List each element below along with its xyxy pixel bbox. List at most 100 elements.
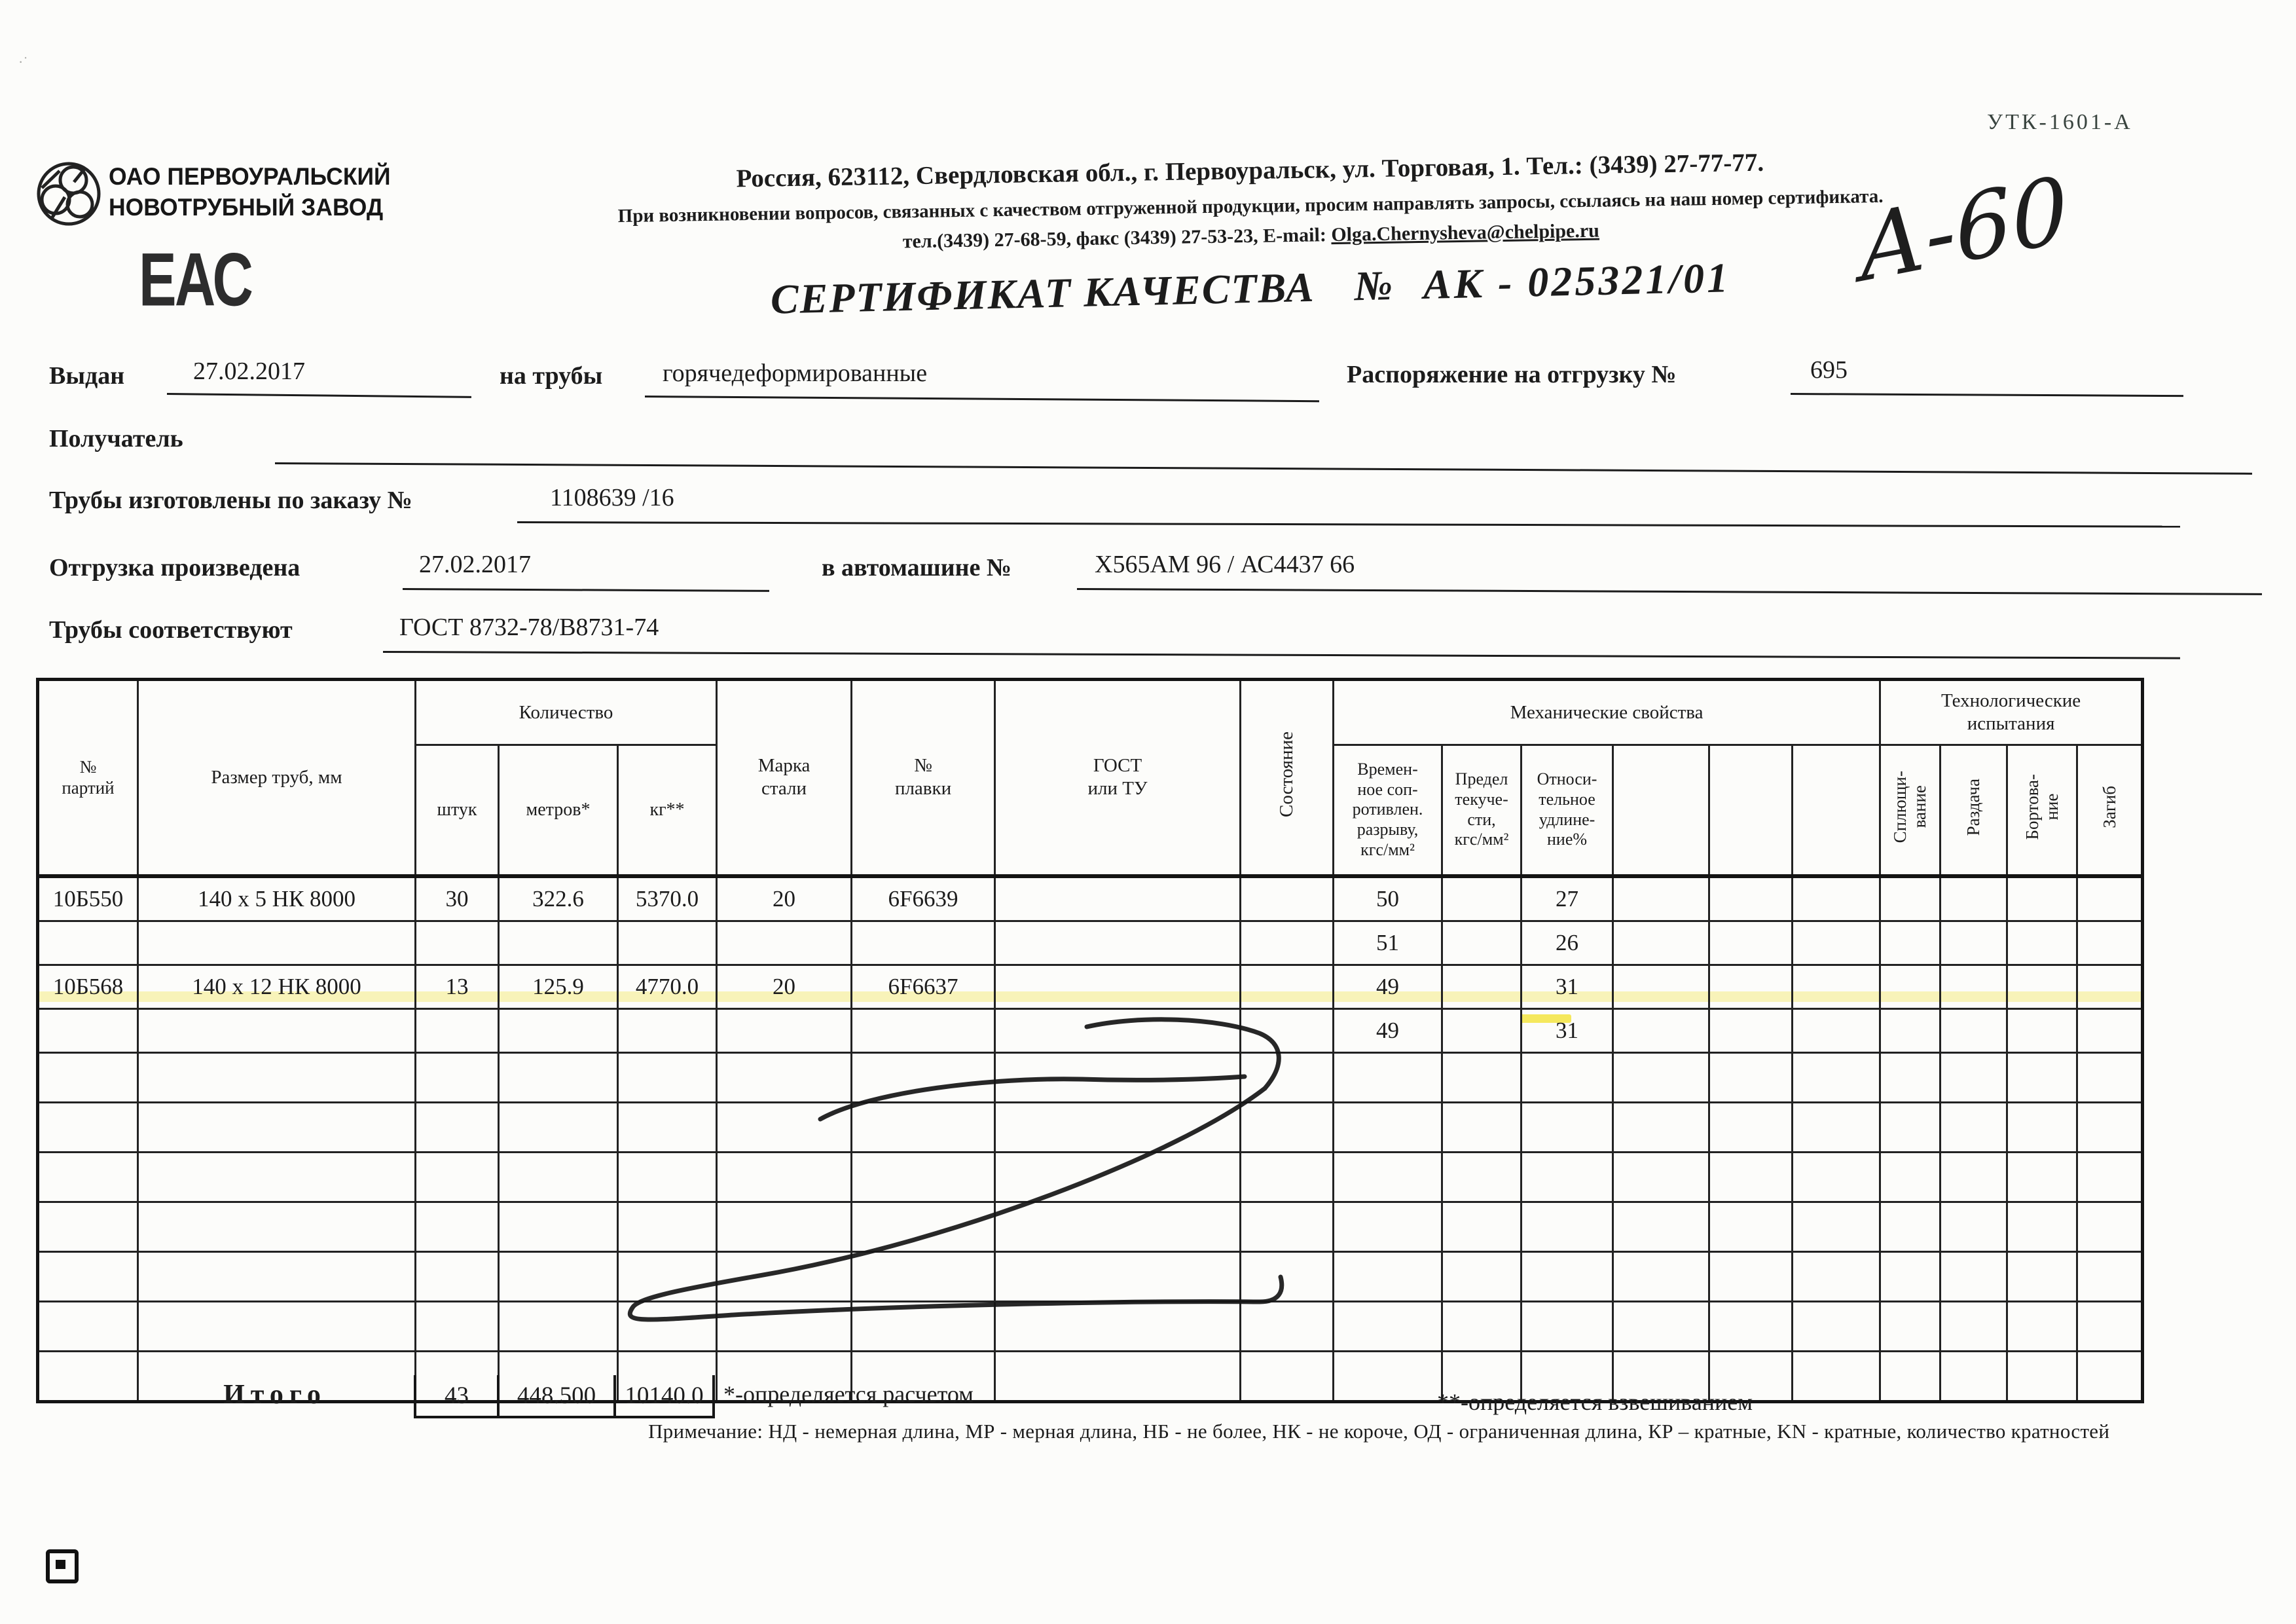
cell-empty: [1791, 963, 1882, 1009]
cell-empty: [2076, 1007, 2144, 1053]
header-steel: Марка стали: [716, 678, 853, 877]
table-row: 51 26: [37, 919, 2144, 965]
underline: [517, 521, 2180, 528]
cell-meters: 125.9: [498, 963, 619, 1009]
cell-empty: [37, 1350, 139, 1402]
cell-empty: [2006, 1350, 2079, 1402]
cell-empty: [414, 1151, 500, 1202]
cell-empty: [37, 1101, 139, 1153]
cell-empty: [1791, 1250, 1882, 1302]
cell-empty: [2006, 1200, 2079, 1252]
cell-gost: [994, 919, 1242, 965]
address-block: Россия, 623112, Свердловская обл., г. Пе…: [458, 143, 2043, 260]
cell-empty: [1879, 1300, 1942, 1352]
cell-empty: [1332, 1101, 1444, 1153]
header-elongation: Относи- тельное удлине- ние%: [1520, 744, 1614, 877]
cell-empty: [2006, 1300, 2079, 1352]
cell-empty: [1612, 1101, 1711, 1153]
email-text: Olga.Chernysheva@chelpipe.ru: [1331, 219, 1600, 246]
cell-empty: [37, 1300, 139, 1352]
cell-empty: [616, 1300, 718, 1352]
cell-empty: [414, 1250, 500, 1302]
header-quantity-group: Количество: [414, 678, 718, 746]
cell-meters: 322.6: [498, 874, 619, 921]
cell-empty: [2076, 1350, 2144, 1402]
made-to-order-label: Трубы изготовлены по заказу №: [49, 487, 412, 514]
cell-empty: [1791, 874, 1882, 921]
empty-table-row: [37, 1250, 2144, 1302]
header-tensile: Времен- ное соп- ротивлен. разрыву, кгс/…: [1332, 744, 1444, 877]
certificate-number: АК - 025321/01: [1423, 254, 1731, 308]
shipping-order-label: Распоряжение на отгрузку №: [1347, 361, 1677, 388]
cell-empty: [1239, 1300, 1335, 1352]
cell-empty: [1791, 1300, 1882, 1352]
cell-empty: [1332, 1350, 1444, 1402]
cell-empty: [1939, 1350, 2009, 1402]
cell-empty: [1612, 1250, 1711, 1302]
cell-state: [1239, 874, 1335, 921]
cell-empty: [1441, 1051, 1523, 1103]
eac-mark: ЕАС: [139, 238, 253, 322]
cell-meters: [498, 919, 619, 965]
cell-empty: [1791, 1200, 1882, 1252]
cell-empty: [2076, 1101, 2144, 1153]
cell-empty: [137, 1250, 416, 1302]
cell-empty: [414, 1051, 500, 1103]
header-state-label: Состояние: [1276, 731, 1298, 818]
header-heat: № плавки: [850, 678, 996, 877]
empty-table-row: [37, 1300, 2144, 1352]
underline: [274, 462, 2252, 475]
cell-empty: [1520, 1300, 1614, 1352]
cell-empty: [616, 1101, 718, 1153]
cell-empty: [1441, 1200, 1523, 1252]
order-number-value: 1108639 /16: [550, 484, 674, 511]
cell-empty: [1939, 919, 2009, 965]
cell-empty: [1939, 963, 2009, 1009]
underline: [644, 396, 1319, 403]
cell-kg: [616, 1007, 718, 1053]
cell-empty: [994, 1350, 1242, 1402]
table-header: № партий Размер труб, мм Количество Марк…: [37, 678, 2144, 877]
cell-empty: [616, 1250, 718, 1302]
cell-yield: [1441, 963, 1523, 1009]
cell-pcs: [414, 919, 500, 965]
cell-pcs: [414, 1007, 500, 1053]
receiver-label: Получатель: [49, 425, 183, 452]
shipping-order-number: 695: [1810, 356, 1848, 384]
header-yield: Предел текуче- сти, кгс/мм²: [1441, 744, 1523, 877]
cell-empty: [1791, 919, 1882, 965]
header-tech-group: Технологические испытания: [1879, 678, 2144, 746]
total-meters: 448.500: [497, 1375, 616, 1418]
cell-empty: [2076, 1200, 2144, 1252]
cell-empty: [1520, 1101, 1614, 1153]
cell-empty: [2006, 1101, 2079, 1153]
cell-empty: [1520, 1350, 1614, 1402]
cell-empty: [1441, 1300, 1523, 1352]
pipes-type-value: горячедеформированные: [663, 360, 928, 387]
cell-empty: [414, 1300, 500, 1352]
cell-empty: [2076, 1051, 2144, 1103]
cell-empty: [498, 1250, 619, 1302]
cell-yield: [1441, 874, 1523, 921]
header-qty-meters: метров*: [498, 744, 619, 877]
cell-batch: [37, 919, 139, 965]
truck-label: в автомашине №: [822, 554, 1012, 581]
cell-empty: [2076, 1250, 2144, 1302]
header-flattening-label: Сплющи- вание: [1890, 771, 1930, 843]
empty-table-row: [37, 1101, 2144, 1153]
cell-tensile: 49: [1332, 963, 1444, 1009]
cell-empty: [1879, 963, 1942, 1009]
cell-empty: [1520, 1250, 1614, 1302]
cell-empty: [1332, 1250, 1444, 1302]
cell-empty: [1612, 1151, 1711, 1202]
cell-empty: [1441, 1350, 1523, 1402]
cell-empty: [850, 1300, 996, 1352]
cell-empty: [2006, 1250, 2079, 1302]
cell-empty: [37, 1051, 139, 1103]
cell-empty: [1879, 1250, 1942, 1302]
cell-gost: [994, 1007, 1242, 1053]
footnote-calculated: *-определяется расчетом: [723, 1381, 974, 1407]
cell-empty: [1612, 1051, 1711, 1103]
cell-empty: [498, 1101, 619, 1153]
cell-empty: [1708, 919, 1794, 965]
